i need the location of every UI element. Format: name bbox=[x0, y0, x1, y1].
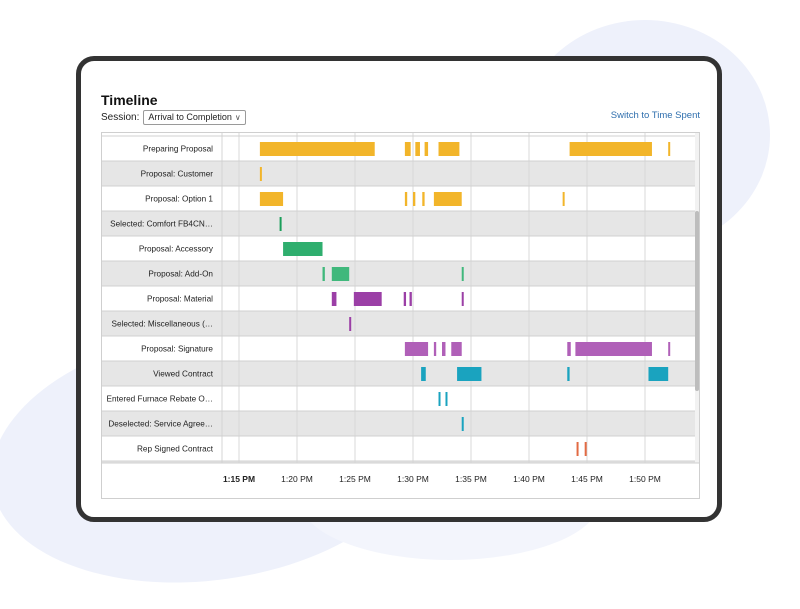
timeline-segment[interactable] bbox=[569, 142, 652, 156]
timeline-segment[interactable] bbox=[259, 192, 284, 206]
row-label: Proposal: Customer bbox=[141, 170, 214, 179]
x-tick-label: 1:40 PM bbox=[513, 474, 545, 484]
x-tick-label: 1:20 PM bbox=[281, 474, 313, 484]
timeline-segment[interactable] bbox=[457, 367, 482, 381]
timeline-segment[interactable] bbox=[353, 292, 382, 306]
session-select[interactable]: Arrival to Completion ∨ bbox=[143, 110, 246, 125]
timeline-segment[interactable] bbox=[567, 367, 570, 381]
timeline-segment[interactable] bbox=[461, 417, 464, 431]
timeline-segment[interactable] bbox=[433, 192, 462, 206]
timeline-segment[interactable] bbox=[461, 267, 464, 281]
row-label: Preparing Proposal bbox=[143, 145, 213, 154]
x-tick-label: 1:15 PM bbox=[223, 474, 255, 484]
row-background bbox=[102, 311, 695, 336]
timeline-svg: Preparing Proposal Proposal: Customer Prop… bbox=[102, 133, 710, 484]
row-label: Proposal: Accessory bbox=[139, 245, 214, 254]
chevron-down-icon: ∨ bbox=[234, 113, 241, 122]
timeline-segment[interactable] bbox=[404, 142, 411, 156]
row-label: Selected: Miscellaneous (… bbox=[112, 320, 213, 329]
timeline-chart: Preparing Proposal Proposal: Customer Prop… bbox=[101, 132, 710, 499]
row-background bbox=[102, 386, 695, 411]
timeline-segment[interactable] bbox=[404, 192, 408, 206]
timeline-segment[interactable] bbox=[461, 292, 464, 306]
timeline-segment[interactable] bbox=[349, 317, 352, 331]
session-label: Session: bbox=[101, 112, 140, 123]
row-label: Deselected: Service Agree… bbox=[108, 420, 213, 429]
row-label: Selected: Comfort FB4CN… bbox=[110, 220, 213, 229]
timeline-segment[interactable] bbox=[562, 192, 565, 206]
timeline-segment[interactable] bbox=[331, 292, 337, 306]
page-title: Timeline bbox=[101, 92, 158, 108]
row-label: Proposal: Option 1 bbox=[145, 195, 213, 204]
timeline-segment[interactable] bbox=[422, 192, 425, 206]
row-background bbox=[102, 261, 695, 286]
timeline-segment[interactable] bbox=[409, 292, 412, 306]
timeline-segment[interactable] bbox=[451, 342, 462, 356]
timeline-segment[interactable] bbox=[259, 167, 262, 181]
timeline-segment[interactable] bbox=[648, 367, 669, 381]
timeline-segment[interactable] bbox=[438, 392, 441, 406]
timeline-segment[interactable] bbox=[567, 342, 571, 356]
x-tick-label: 1:30 PM bbox=[397, 474, 429, 484]
timeline-segment[interactable] bbox=[331, 267, 350, 281]
x-tick-label: 1:25 PM bbox=[339, 474, 371, 484]
session-control: Session: Arrival to Completion ∨ bbox=[101, 110, 246, 125]
row-background bbox=[102, 236, 695, 261]
row-background bbox=[102, 411, 695, 436]
session-select-value: Arrival to Completion bbox=[148, 112, 232, 122]
row-background bbox=[102, 211, 695, 236]
row-label: Proposal: Signature bbox=[141, 345, 213, 354]
timeline-segment[interactable] bbox=[424, 142, 429, 156]
x-tick-label: 1:35 PM bbox=[455, 474, 487, 484]
row-label: Proposal: Material bbox=[147, 295, 213, 304]
scrollbar-thumb[interactable] bbox=[695, 211, 699, 391]
timeline-segment[interactable] bbox=[415, 142, 420, 156]
timeline-segment[interactable] bbox=[445, 392, 448, 406]
timeline-segment[interactable] bbox=[576, 442, 579, 456]
row-background bbox=[102, 161, 695, 186]
row-label: Entered Furnace Rebate O… bbox=[107, 395, 214, 404]
row-label: Viewed Contract bbox=[153, 370, 214, 379]
timeline-segment[interactable] bbox=[421, 367, 426, 381]
timeline-segment[interactable] bbox=[413, 192, 416, 206]
row-background bbox=[102, 461, 695, 463]
timeline-segment[interactable] bbox=[442, 342, 446, 356]
switch-to-time-spent-link[interactable]: Switch to Time Spent bbox=[610, 110, 700, 121]
row-label: Proposal: Add-On bbox=[148, 270, 213, 279]
row-background bbox=[102, 436, 695, 461]
x-tick-label: 1:45 PM bbox=[571, 474, 603, 484]
timeline-segment[interactable] bbox=[584, 442, 587, 456]
row-background bbox=[102, 186, 695, 211]
timeline-segment[interactable] bbox=[438, 142, 460, 156]
timeline-segment[interactable] bbox=[668, 342, 671, 356]
timeline-segment[interactable] bbox=[575, 342, 652, 356]
timeline-segment[interactable] bbox=[404, 342, 429, 356]
row-label: Rep Signed Contract bbox=[137, 445, 214, 454]
x-tick-label: 1:50 PM bbox=[629, 474, 661, 484]
timeline-segment[interactable] bbox=[279, 217, 282, 231]
timeline-segment[interactable] bbox=[322, 267, 325, 281]
row-background bbox=[102, 286, 695, 311]
timeline-segment[interactable] bbox=[433, 342, 437, 356]
timeline-segment[interactable] bbox=[283, 242, 323, 256]
timeline-segment[interactable] bbox=[668, 142, 671, 156]
timeline-segment[interactable] bbox=[403, 292, 407, 306]
timeline-segment[interactable] bbox=[259, 142, 375, 156]
row-background bbox=[102, 361, 695, 386]
